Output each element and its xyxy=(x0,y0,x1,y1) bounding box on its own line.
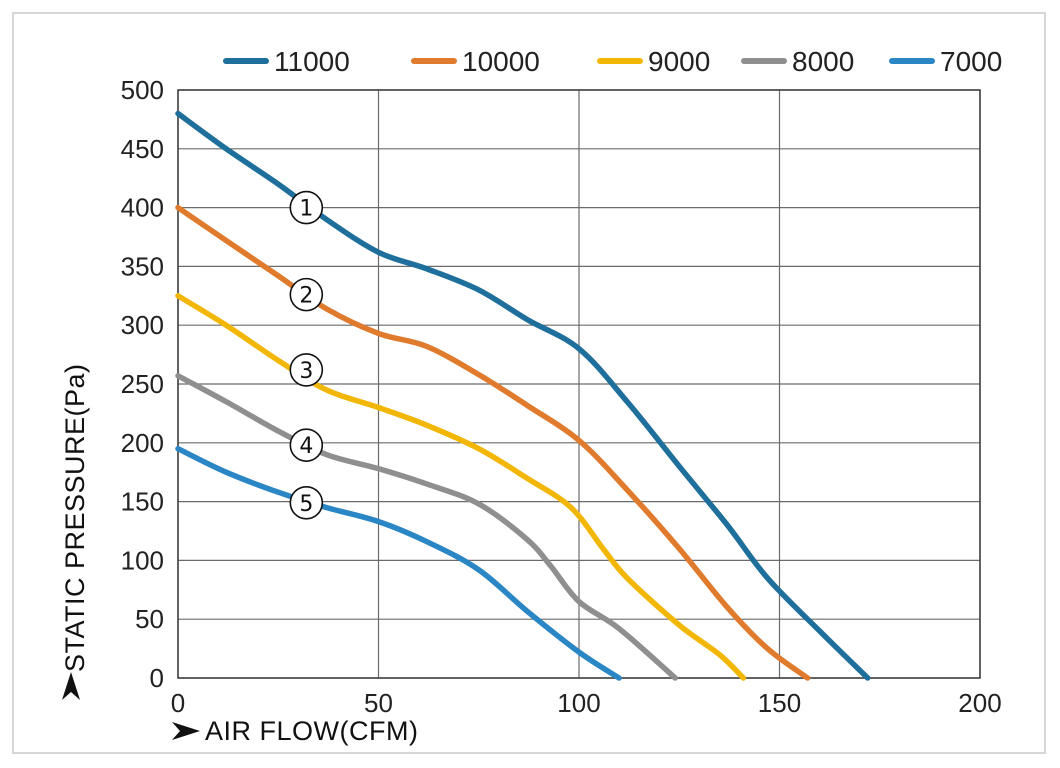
x-tick-label: 50 xyxy=(364,688,393,718)
y-tick-label: 0 xyxy=(150,663,164,693)
y-tick-labels: 0 50 100 150 200 250 300 350 400 450 500 xyxy=(121,75,164,693)
y-tick-label: 300 xyxy=(121,310,164,340)
x-tick-label: 100 xyxy=(557,688,600,718)
curve-label-5: 5 xyxy=(299,492,313,517)
series-line-7000 xyxy=(175,445,622,681)
curve-label-2: 2 xyxy=(299,284,313,309)
y-tick-label: 150 xyxy=(121,487,164,517)
curve-label-circle-4 xyxy=(289,428,324,462)
x-axis-title-arrow-icon xyxy=(172,722,200,740)
y-tick-label: 500 xyxy=(121,75,164,105)
curve-label-3: 3 xyxy=(299,359,313,384)
x-tick-label: 200 xyxy=(958,688,1001,718)
legend-label-10000: 10000 xyxy=(462,46,540,77)
y-tick-label: 100 xyxy=(121,545,164,575)
y-tick-label: 200 xyxy=(121,428,164,458)
y-axis-title-arrow-icon xyxy=(62,672,80,700)
x-tick-label: 150 xyxy=(758,688,801,718)
curve-label-circle-5 xyxy=(289,485,324,520)
curve-label-4: 4 xyxy=(299,434,313,459)
series-line-8000 xyxy=(175,373,678,681)
legend-label-7000: 7000 xyxy=(940,46,1002,77)
x-axis-title: AIR FLOW(CFM) xyxy=(205,716,418,746)
legend-label-9000: 9000 xyxy=(648,46,710,77)
chart-frame xyxy=(12,12,1046,754)
x-tick-label: 0 xyxy=(171,688,185,718)
curve-label-circle-2 xyxy=(289,277,324,312)
x-tick-labels: 0 50 100 150 200 xyxy=(171,688,1002,718)
y-axis-title: STATIC PRESSURE(Pa) xyxy=(60,363,90,672)
plot-border xyxy=(177,89,981,679)
y-tick-label: 250 xyxy=(121,369,164,399)
axes xyxy=(177,89,981,679)
y-tick-label: 350 xyxy=(121,251,164,281)
series-line-9000 xyxy=(175,293,747,681)
legend: 11000 10000 9000 8000 7000 xyxy=(223,46,1002,77)
curve-label-circle-3 xyxy=(289,353,324,387)
legend-label-11000: 11000 xyxy=(274,46,350,77)
series-line-10000 xyxy=(175,204,811,681)
legend-label-8000: 8000 xyxy=(792,46,854,77)
curve-labels: 1 2 3 4 5 xyxy=(289,190,324,520)
series-line-11000 xyxy=(175,110,871,681)
curve-label-1: 1 xyxy=(299,197,313,222)
series-lines xyxy=(175,110,871,681)
y-tick-label: 50 xyxy=(135,604,164,634)
y-tick-label: 400 xyxy=(121,193,164,223)
y-tick-label: 450 xyxy=(121,134,164,164)
curve-label-circle-1 xyxy=(289,190,324,225)
